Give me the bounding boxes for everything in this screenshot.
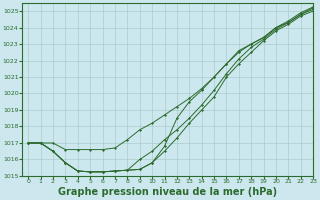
X-axis label: Graphe pression niveau de la mer (hPa): Graphe pression niveau de la mer (hPa) [58, 187, 277, 197]
